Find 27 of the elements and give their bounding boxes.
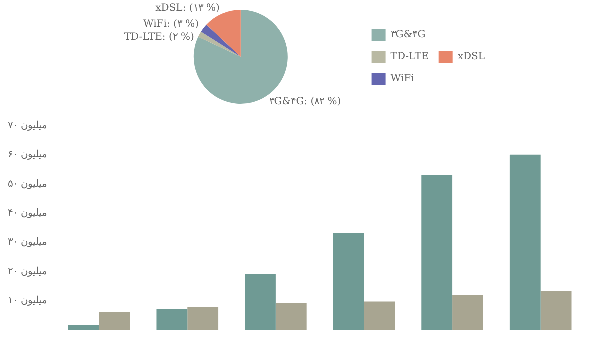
data-label: TD-LTE: (۲ %) [124, 32, 195, 44]
data-label: WiFi: (۳ %) [144, 19, 200, 30]
bar [364, 302, 396, 330]
legend-label: TD-LTE [390, 52, 429, 63]
y-tick-label: ۱۰ میلیون [8, 295, 48, 306]
y-tick-label: ۶۰ میلیون [8, 150, 48, 161]
bar [540, 292, 572, 330]
y-tick-label: ۳۰ میلیون [8, 237, 48, 248]
y-tick-label: ۷۰ میلیون [8, 120, 48, 132]
bar [422, 175, 453, 330]
y-tick-label: ۵۰ میلیون [8, 178, 48, 190]
bar [452, 295, 484, 330]
data-label: xDSL: (۱۳ %) [156, 2, 220, 14]
bar [68, 325, 100, 330]
bar [156, 309, 188, 330]
data-label: ۳G&۴G: (۸۲ %) [269, 96, 342, 108]
bar [510, 154, 541, 330]
legend-label: WiFi [390, 74, 414, 85]
bar [276, 303, 307, 330]
y-tick-label: ۴۰ میلیون [8, 208, 48, 220]
bar [333, 232, 364, 330]
bar [245, 274, 276, 330]
bar [188, 306, 219, 330]
y-tick-label: ۲۰ میلیون [8, 266, 48, 278]
bar [99, 312, 130, 330]
legend-label: xDSL [458, 52, 486, 63]
legend-label: ۳G&۴G [390, 30, 426, 41]
